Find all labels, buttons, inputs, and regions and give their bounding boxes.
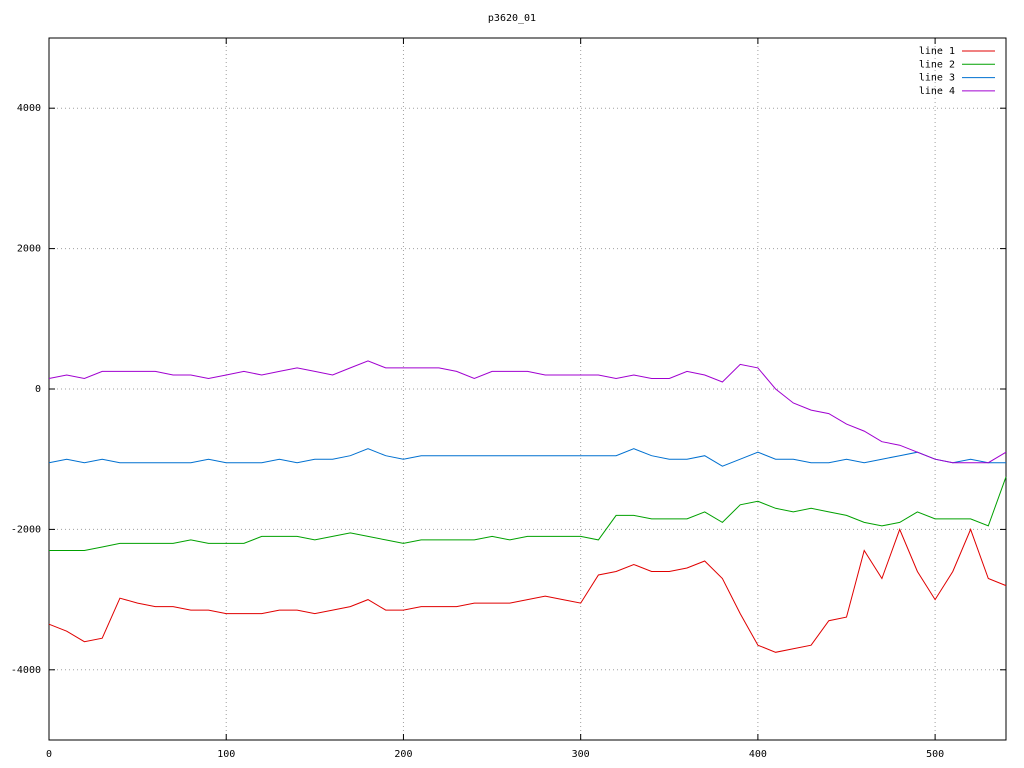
data-line	[48, 360, 1007, 464]
legend-label: line 2	[919, 59, 955, 70]
legend-label: line 4	[919, 86, 955, 97]
legend-label: line 3	[919, 73, 955, 84]
x-tick-label: 400	[749, 749, 767, 760]
x-tick-label: 500	[926, 749, 944, 760]
y-tick-label: 2000	[17, 244, 41, 255]
data-line	[48, 448, 1006, 467]
x-tick-label: 200	[394, 749, 412, 760]
x-tick-label: 300	[572, 749, 590, 760]
data-line	[49, 476, 1007, 551]
x-tick-label: 100	[217, 749, 235, 760]
chart-title: p3620_01	[488, 13, 536, 24]
y-tick-label: -4000	[11, 665, 41, 676]
y-tick-label: -2000	[11, 524, 41, 535]
data-line	[48, 528, 1007, 653]
x-tick-label: 0	[46, 749, 52, 760]
legend-label: line 1	[919, 46, 955, 57]
y-tick-label: 4000	[17, 103, 41, 114]
plot-border	[48, 37, 1007, 741]
y-tick-label: 0	[35, 384, 41, 395]
